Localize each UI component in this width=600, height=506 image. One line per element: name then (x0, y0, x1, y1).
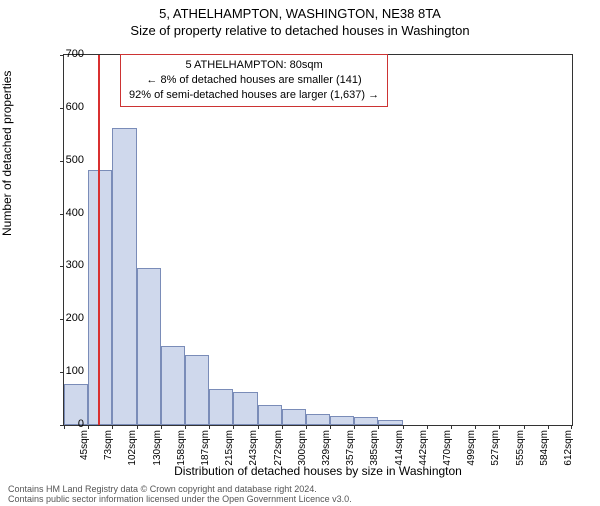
y-tick-label: 200 (44, 312, 84, 324)
y-tick-label: 0 (44, 418, 84, 430)
x-tick-label: 329sqm (321, 430, 332, 466)
annotation-line-1: 5 ATHELHAMPTON: 80sqm (129, 58, 379, 73)
property-marker-line (98, 55, 100, 425)
x-tick-label: 215sqm (224, 430, 235, 466)
x-tick-label: 187sqm (200, 430, 211, 466)
histogram-bar (185, 355, 209, 425)
y-tick-label: 700 (44, 48, 84, 60)
y-tick-label: 400 (44, 207, 84, 219)
x-tick-label: 357sqm (345, 430, 356, 466)
histogram-bar (161, 346, 185, 425)
x-tick-label: 130sqm (152, 430, 163, 466)
x-tick-label: 442sqm (418, 430, 429, 466)
x-tick-label: 158sqm (176, 430, 187, 466)
x-tick-label: 102sqm (127, 430, 138, 466)
histogram-bar (378, 420, 402, 425)
histogram-bar (209, 389, 233, 425)
footer-line-1: Contains HM Land Registry data © Crown c… (8, 484, 352, 494)
x-tick-label: 385sqm (369, 430, 380, 466)
histogram-bar (88, 170, 112, 425)
x-tick-label: 243sqm (248, 430, 259, 466)
x-tick-label: 272sqm (273, 430, 284, 466)
x-tick-label: 499sqm (466, 430, 477, 466)
footer-attribution: Contains HM Land Registry data © Crown c… (8, 484, 352, 505)
histogram-bar (258, 405, 282, 425)
x-tick-label: 555sqm (515, 430, 526, 466)
y-tick-label: 600 (44, 101, 84, 113)
y-tick-label: 500 (44, 154, 84, 166)
x-tick-label: 612sqm (563, 430, 574, 466)
page-subtitle: Size of property relative to detached ho… (0, 23, 600, 38)
histogram-bar (233, 392, 257, 425)
x-tick-label: 470sqm (442, 430, 453, 466)
histogram-bar (354, 417, 378, 425)
x-axis-label: Distribution of detached houses by size … (63, 464, 573, 478)
annotation-line-2: ← 8% of detached houses are smaller (141… (129, 73, 379, 88)
y-tick-label: 100 (44, 365, 84, 377)
x-tick-label: 527sqm (490, 430, 501, 466)
x-tick-label: 584sqm (539, 430, 550, 466)
histogram-bar (112, 128, 136, 425)
histogram-bar (137, 268, 161, 426)
x-tick-label: 300sqm (297, 430, 308, 466)
y-axis-label: Number of detached properties (0, 71, 14, 236)
x-tick-label: 73sqm (103, 430, 114, 460)
annotation-box: 5 ATHELHAMPTON: 80sqm ← 8% of detached h… (120, 54, 388, 107)
annotation-line-3: 92% of semi-detached houses are larger (… (129, 88, 379, 103)
x-tick-label: 414sqm (394, 430, 405, 466)
y-tick-label: 300 (44, 259, 84, 271)
histogram-bar (282, 409, 306, 425)
histogram-bar (330, 416, 354, 426)
x-tick-label: 45sqm (79, 430, 90, 460)
histogram-plot (63, 54, 573, 426)
histogram-bar (306, 414, 330, 425)
page-title: 5, ATHELHAMPTON, WASHINGTON, NE38 8TA (0, 6, 600, 21)
